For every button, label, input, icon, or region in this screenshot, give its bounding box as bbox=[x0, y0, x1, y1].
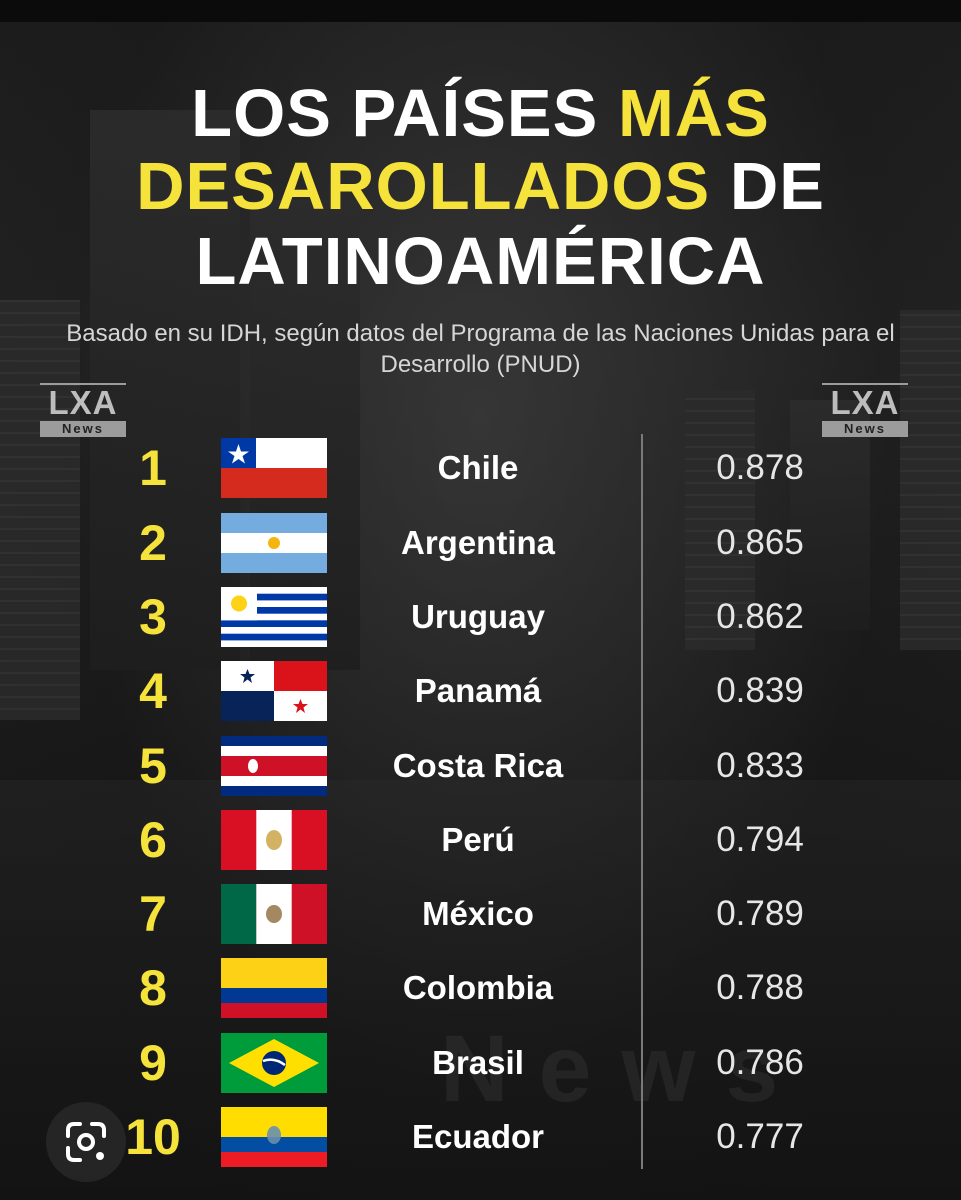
costa-rica-flag-icon bbox=[221, 736, 327, 796]
ranking-row: 1 Chile 0.878 bbox=[0, 438, 961, 498]
idh-value: 0.789 bbox=[716, 894, 804, 933]
watermark-text: News bbox=[440, 1016, 809, 1122]
background-building bbox=[90, 110, 240, 670]
title-white-text: LOS PAÍSES bbox=[191, 76, 599, 151]
ranking-row: 6 Perú 0.794 bbox=[0, 810, 961, 870]
ranking-row: 3 Uruguay 0.862 bbox=[0, 587, 961, 647]
background-building bbox=[790, 400, 870, 630]
panama-flag-icon bbox=[221, 661, 327, 721]
ecuador-flag-icon bbox=[221, 1107, 327, 1167]
column-divider bbox=[641, 434, 643, 1169]
idh-value: 0.865 bbox=[716, 523, 804, 562]
chile-flag-icon bbox=[221, 438, 327, 498]
background-building bbox=[685, 390, 755, 650]
top-bar bbox=[0, 0, 961, 22]
title-yellow-text: MÁS bbox=[617, 76, 770, 151]
ranking-row: 4 Panamá 0.839 bbox=[0, 661, 961, 721]
country-name: Chile bbox=[437, 449, 519, 486]
rank-number: 8 bbox=[139, 960, 167, 1016]
title-line-1: LOS PAÍSES MÁS bbox=[0, 80, 961, 147]
ranking-row: 10 Ecuador 0.777 bbox=[0, 1107, 961, 1167]
visual-search-button[interactable] bbox=[46, 1102, 126, 1182]
colombia-flag-icon bbox=[221, 958, 327, 1018]
rank-number: 6 bbox=[139, 812, 167, 868]
idh-value: 0.777 bbox=[716, 1117, 804, 1156]
logo-subtext: News bbox=[40, 421, 126, 437]
ranking-row: 5 Costa Rica 0.833 bbox=[0, 736, 961, 796]
country-name: Costa Rica bbox=[392, 747, 564, 784]
idh-value: 0.794 bbox=[716, 820, 804, 859]
rank-number: 10 bbox=[125, 1109, 181, 1165]
idh-value: 0.839 bbox=[716, 671, 804, 710]
background-building bbox=[900, 310, 961, 650]
lxa-logo-right: LXA News bbox=[822, 383, 908, 437]
logo-text: LXA bbox=[40, 383, 126, 421]
ranking-row: 2 Argentina 0.865 bbox=[0, 513, 961, 573]
brasil-flag-icon bbox=[221, 1033, 327, 1093]
idh-value: 0.833 bbox=[716, 746, 804, 785]
country-name: Argentina bbox=[400, 524, 555, 561]
background-ground bbox=[0, 780, 961, 1200]
rank-number: 5 bbox=[139, 738, 167, 794]
background-building bbox=[0, 300, 80, 720]
title-white-text: DE bbox=[729, 149, 825, 224]
rank-number: 1 bbox=[139, 440, 167, 496]
logo-subtext: News bbox=[822, 421, 908, 437]
country-name: Colombia bbox=[402, 969, 554, 1006]
subtitle: Basado en su IDH, según datos del Progra… bbox=[66, 320, 895, 378]
country-name: Panamá bbox=[414, 672, 542, 709]
country-name: México bbox=[422, 895, 534, 932]
title-line-3: LATINOAMÉRICA bbox=[195, 224, 766, 299]
logo-text: LXA bbox=[822, 383, 908, 421]
idh-value: 0.878 bbox=[716, 448, 804, 487]
rank-number: 3 bbox=[139, 589, 167, 645]
argentina-flag-icon bbox=[221, 513, 327, 573]
ranking-row: 8 Colombia 0.788 bbox=[0, 958, 961, 1018]
ranking-row: 7 México 0.789 bbox=[0, 884, 961, 944]
country-name: Ecuador bbox=[411, 1118, 545, 1155]
country-name: Uruguay bbox=[411, 598, 545, 635]
uruguay-flag-icon bbox=[221, 587, 327, 647]
idh-value: 0.788 bbox=[716, 968, 804, 1007]
idh-value: 0.862 bbox=[716, 597, 804, 636]
visual-search-icon bbox=[66, 1122, 106, 1162]
country-name: Brasil bbox=[432, 1044, 524, 1081]
peru-flag-icon bbox=[221, 810, 327, 870]
idh-value: 0.786 bbox=[716, 1043, 804, 1082]
rank-number: 9 bbox=[139, 1035, 167, 1091]
title-line-2: DESAROLLADOS DE bbox=[0, 153, 961, 220]
country-name: Perú bbox=[441, 821, 515, 858]
lxa-logo-left: LXA News bbox=[40, 383, 126, 437]
ranking-row: 9 Brasil 0.786 bbox=[0, 1033, 961, 1093]
rank-number: 2 bbox=[139, 515, 167, 571]
title-yellow-text: DESAROLLADOS bbox=[136, 149, 711, 224]
rank-number: 4 bbox=[139, 663, 167, 719]
rank-number: 7 bbox=[139, 886, 167, 942]
mexico-flag-icon bbox=[221, 884, 327, 944]
